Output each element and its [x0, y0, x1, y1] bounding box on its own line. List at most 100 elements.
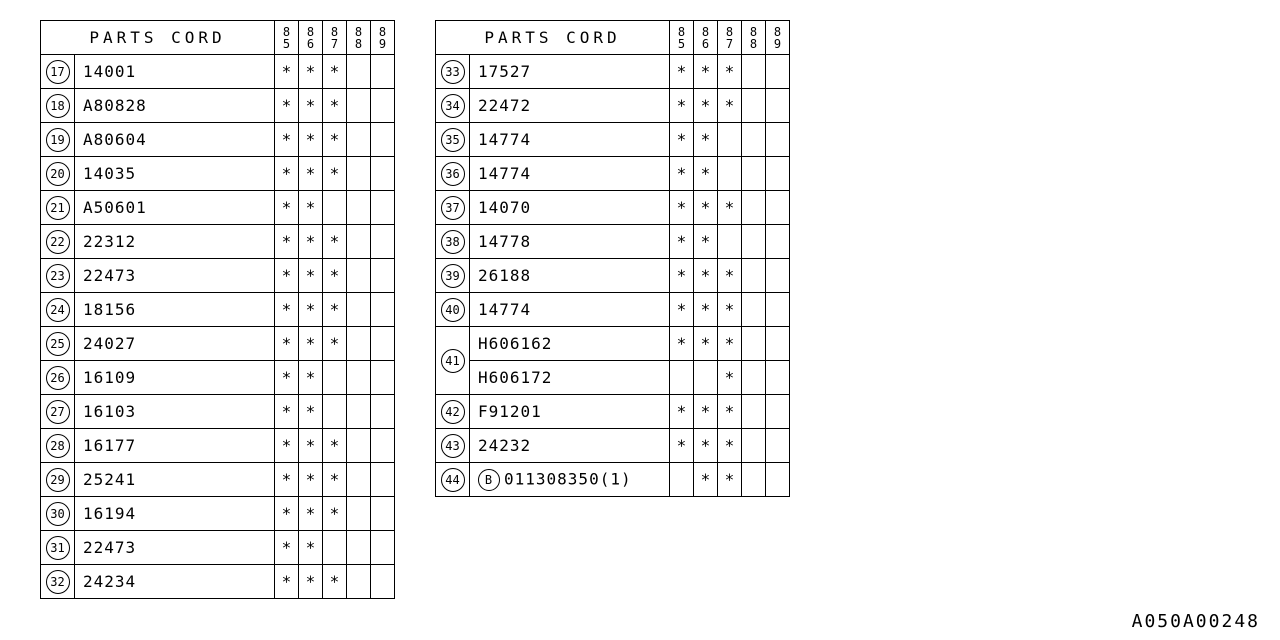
year-mark: [323, 191, 347, 225]
table-row: 3514774**: [436, 123, 790, 157]
header-year-85: 85: [670, 21, 694, 55]
row-index: 30: [41, 497, 75, 531]
year-mark: *: [275, 429, 299, 463]
row-index: 41: [436, 327, 470, 395]
part-number: 16103: [75, 395, 275, 429]
row-index: 40: [436, 293, 470, 327]
year-mark: *: [670, 55, 694, 89]
year-mark: [347, 191, 371, 225]
row-index: 35: [436, 123, 470, 157]
year-mark: [371, 497, 395, 531]
year-mark: *: [670, 293, 694, 327]
year-mark: *: [694, 191, 718, 225]
year-mark: *: [694, 55, 718, 89]
year-mark: *: [694, 395, 718, 429]
year-mark: *: [670, 429, 694, 463]
year-mark: [766, 463, 790, 497]
year-mark: *: [670, 259, 694, 293]
table-row: 3814778**: [436, 225, 790, 259]
year-mark: *: [718, 429, 742, 463]
table-row: 41H606162***: [436, 327, 790, 361]
circled-number-icon: 18: [46, 94, 70, 118]
header-year-88: 88: [347, 21, 371, 55]
year-mark: *: [718, 191, 742, 225]
year-mark: [347, 531, 371, 565]
year-mark: *: [275, 293, 299, 327]
year-mark: [670, 463, 694, 497]
table-row: 3317527***: [436, 55, 790, 89]
year-mark: [742, 157, 766, 191]
year-mark: [347, 497, 371, 531]
year-mark: *: [275, 259, 299, 293]
row-index: 25: [41, 327, 75, 361]
header-year-85: 85: [275, 21, 299, 55]
part-number: 24234: [75, 565, 275, 599]
circled-number-icon: 38: [441, 230, 465, 254]
year-mark: *: [275, 463, 299, 497]
circled-number-icon: 32: [46, 570, 70, 594]
year-mark: [742, 89, 766, 123]
year-mark: *: [299, 55, 323, 89]
header-year-86: 86: [694, 21, 718, 55]
circled-number-icon: 39: [441, 264, 465, 288]
year-mark: *: [323, 157, 347, 191]
year-mark: [347, 225, 371, 259]
year-mark: [742, 361, 766, 395]
circled-number-icon: 27: [46, 400, 70, 424]
year-mark: [371, 361, 395, 395]
header-year-89: 89: [766, 21, 790, 55]
part-number: 14774: [470, 123, 670, 157]
year-mark: [347, 89, 371, 123]
year-mark: *: [670, 395, 694, 429]
table-row: 2418156***: [41, 293, 395, 327]
year-mark: [742, 293, 766, 327]
year-mark: *: [694, 293, 718, 327]
year-mark: [742, 429, 766, 463]
year-mark: [742, 225, 766, 259]
circled-number-icon: 37: [441, 196, 465, 220]
year-mark: *: [275, 395, 299, 429]
year-mark: [766, 123, 790, 157]
year-mark: [766, 395, 790, 429]
header-parts-cord: PARTS CORD: [436, 21, 670, 55]
circled-number-icon: 44: [441, 468, 465, 492]
year-mark: [371, 327, 395, 361]
year-mark: [347, 361, 371, 395]
year-mark: *: [299, 497, 323, 531]
row-index: 27: [41, 395, 75, 429]
circled-number-icon: 33: [441, 60, 465, 84]
year-mark: [766, 89, 790, 123]
part-number: 22473: [75, 259, 275, 293]
row-index: 23: [41, 259, 75, 293]
table-row: 4324232***: [436, 429, 790, 463]
year-mark: *: [299, 225, 323, 259]
year-mark: [347, 327, 371, 361]
table-row: 2816177***: [41, 429, 395, 463]
year-mark: *: [275, 361, 299, 395]
year-mark: *: [718, 89, 742, 123]
year-mark: [742, 327, 766, 361]
year-mark: [347, 259, 371, 293]
year-mark: *: [323, 123, 347, 157]
tables-container: PARTS CORD85868788891714001***18A80828**…: [0, 0, 1280, 599]
table-row: 3614774**: [436, 157, 790, 191]
part-number: 18156: [75, 293, 275, 327]
year-mark: *: [694, 157, 718, 191]
circled-number-icon: 34: [441, 94, 465, 118]
year-mark: [323, 395, 347, 429]
part-number: 14001: [75, 55, 275, 89]
year-mark: [742, 395, 766, 429]
table-row: 44B011308350(1)**: [436, 463, 790, 497]
year-mark: *: [299, 293, 323, 327]
header-year-86: 86: [299, 21, 323, 55]
header-year-88: 88: [742, 21, 766, 55]
year-mark: [371, 429, 395, 463]
part-number: A80604: [75, 123, 275, 157]
part-number: 24027: [75, 327, 275, 361]
year-mark: [371, 293, 395, 327]
table-row: 2925241***: [41, 463, 395, 497]
year-mark: *: [299, 531, 323, 565]
year-mark: *: [275, 123, 299, 157]
year-mark: *: [718, 361, 742, 395]
table-row: 2524027***: [41, 327, 395, 361]
